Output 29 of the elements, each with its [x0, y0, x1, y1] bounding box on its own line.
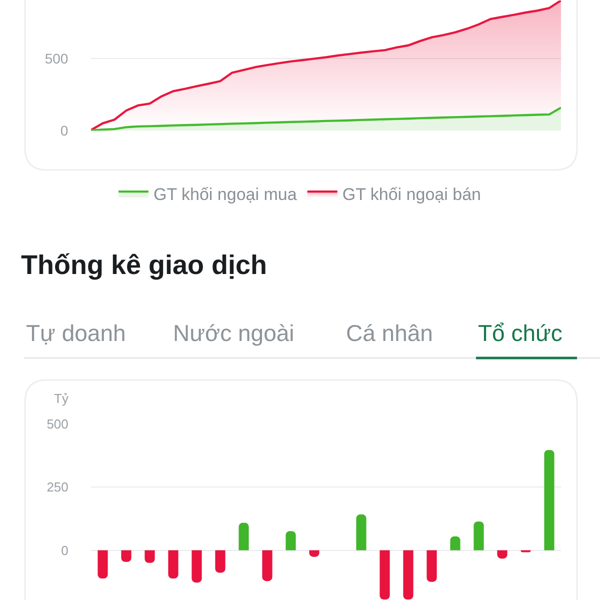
bar — [192, 550, 202, 583]
bar — [121, 550, 132, 562]
bar — [356, 514, 366, 550]
bar — [262, 550, 272, 582]
bar — [98, 550, 108, 579]
text: Tự doanh — [26, 320, 126, 346]
bar — [286, 531, 296, 550]
legend-label: GT khối ngoại bán — [342, 185, 481, 204]
y-axis-title: Tỷ — [54, 391, 69, 406]
text: Tổ chức — [478, 320, 562, 346]
bar — [426, 550, 437, 582]
text: Nước ngoài — [173, 320, 294, 346]
bar — [215, 550, 226, 573]
bar — [238, 522, 249, 550]
bar — [144, 550, 155, 563]
bar — [168, 550, 178, 579]
y-tick-label: 500 — [46, 416, 68, 432]
bar — [403, 550, 414, 600]
bar — [380, 550, 390, 600]
y-tick-label: 0 — [61, 542, 68, 558]
legend-label: GT khối ngoại mua — [154, 185, 298, 204]
text: Cá nhân — [346, 320, 433, 346]
y-tick-label: 250 — [46, 480, 68, 495]
y-tick-label: 0 — [60, 122, 68, 139]
chart-title: Thống kê giao dịch — [21, 250, 268, 280]
bar — [450, 536, 460, 550]
y-tick-label: 500 — [44, 50, 68, 66]
bar — [474, 521, 484, 550]
bar — [544, 450, 554, 550]
